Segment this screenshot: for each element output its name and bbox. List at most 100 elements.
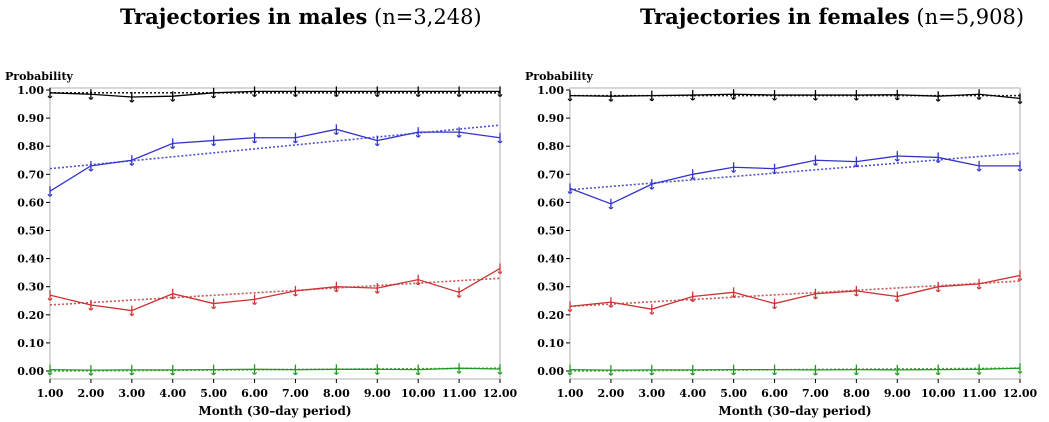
data-point-hook-blue [129, 163, 135, 166]
x-tick-label: 7.00 [282, 387, 309, 400]
data-point-hook-red [649, 311, 655, 315]
data-point-hook-red [129, 313, 135, 317]
data-point-hook-blue [690, 177, 696, 180]
data-point-hook-red [1017, 278, 1023, 281]
y-tick-label: 0.80 [537, 140, 564, 153]
data-point-hook-red [415, 282, 421, 286]
series-red [47, 263, 503, 317]
data-point-hook-red [47, 297, 53, 301]
data-point-hook-red [690, 299, 696, 303]
data-point-hook-red [813, 296, 818, 300]
series-line-green [569, 367, 1021, 371]
data-point-hook-green [894, 372, 900, 376]
data-point-hook-blue [47, 193, 53, 197]
data-point-hook-blue [772, 171, 777, 175]
x-axis-label: Month (30–day period) [718, 404, 871, 418]
y-tick-label: 0.30 [537, 281, 564, 294]
x-tick-label: 3.00 [638, 387, 665, 400]
chart-panel-1: 0.00 0.10 0.20 0.30 0.40 0.50 0.60 0.70 0.80 0.90… [525, 70, 1038, 418]
x-tick-label: 3.00 [118, 387, 145, 400]
data-point-hook-green [567, 372, 573, 376]
data-point-hook-green [252, 372, 257, 375]
data-point-hook-blue [935, 160, 941, 163]
y-tick-label: 0.60 [537, 196, 564, 209]
y-tick-label: 1.00 [17, 84, 44, 97]
data-point-hook-red [894, 299, 900, 303]
chart-title-females: Trajectories in females (n=5,908) [640, 4, 1024, 29]
plot-frame [49, 87, 501, 380]
x-tick-label: 9.00 [884, 387, 911, 400]
y-tick-label: 0.00 [17, 365, 44, 378]
data-point-hook-green [690, 372, 696, 376]
data-point-hook-blue [567, 191, 573, 194]
y-tick-label: 0.20 [17, 309, 44, 322]
data-point-hook-blue [252, 140, 257, 144]
data-point-hook-blue [88, 168, 94, 172]
y-tick-label: 0.10 [537, 337, 564, 350]
data-point-hook-green [415, 372, 421, 376]
data-point-hook-green [976, 372, 982, 375]
data-point-hook-blue [456, 134, 462, 138]
data-point-hook-red [333, 289, 339, 293]
data-point-hook-blue [853, 164, 859, 168]
data-point-hook-blue [170, 146, 176, 149]
series-line-red [49, 267, 501, 312]
data-point-hook-red [731, 295, 737, 298]
data-point-hook-black [894, 97, 900, 101]
x-tick-label: 2.00 [78, 387, 105, 400]
x-tick-label: 12.00 [483, 387, 518, 400]
data-point-hook-black [211, 95, 217, 99]
data-point-hook-green [170, 372, 176, 376]
x-tick-label: 5.00 [200, 387, 227, 400]
x-tick-label: 12.00 [1003, 387, 1038, 400]
y-tick-label: 0.30 [17, 281, 44, 294]
x-tick-label: 4.00 [679, 387, 706, 400]
data-point-hook-blue [894, 158, 900, 162]
data-point-hook-black [497, 94, 503, 97]
data-point-hook-black [47, 95, 53, 99]
data-point-hook-green [608, 372, 614, 376]
y-axis-label: Probability [5, 70, 74, 83]
series-green [567, 363, 1023, 376]
x-tick-label: 10.00 [401, 387, 436, 400]
data-point-hook-black [88, 96, 94, 100]
data-point-hook-blue [333, 132, 339, 135]
x-tick-label: 1.00 [37, 387, 64, 400]
y-tick-label: 0.50 [17, 225, 44, 238]
data-point-hook-red [88, 307, 94, 311]
data-point-hook-blue [211, 143, 217, 147]
series-green [47, 363, 503, 376]
data-point-hook-black [333, 94, 339, 97]
x-tick-label: 11.00 [962, 387, 997, 400]
data-point-hook-black [170, 98, 176, 102]
series-line-black [569, 93, 1021, 100]
y-tick-label: 0.40 [537, 253, 564, 266]
x-tick-label: 11.00 [442, 387, 477, 400]
data-point-hook-black [456, 94, 462, 97]
data-point-hook-red [170, 296, 176, 300]
x-tick-label: 2.00 [598, 387, 625, 400]
x-tick-label: 6.00 [761, 387, 788, 400]
data-point-hook-red [252, 302, 257, 305]
series-blue [47, 124, 503, 197]
data-point-hook-green [497, 371, 503, 375]
data-point-hook-red [293, 293, 298, 297]
series-line-green [49, 367, 501, 371]
data-point-hook-green [813, 372, 818, 376]
y-tick-label: 0.00 [537, 365, 564, 378]
data-point-hook-red [211, 306, 217, 310]
data-point-hook-red [497, 271, 503, 274]
data-point-hook-red [853, 293, 859, 297]
data-point-hook-blue [649, 186, 655, 190]
series-black [47, 86, 503, 103]
data-point-hook-black [415, 94, 421, 97]
chart-title-sub: (n=5,908) [916, 5, 1025, 29]
x-tick-label: 6.00 [241, 387, 268, 400]
x-tick-label: 10.00 [921, 387, 956, 400]
data-point-hook-blue [293, 140, 298, 144]
data-point-hook-blue [374, 143, 380, 147]
series-black [567, 89, 1023, 104]
series-line-red [569, 274, 1021, 310]
data-point-hook-black [813, 97, 818, 101]
